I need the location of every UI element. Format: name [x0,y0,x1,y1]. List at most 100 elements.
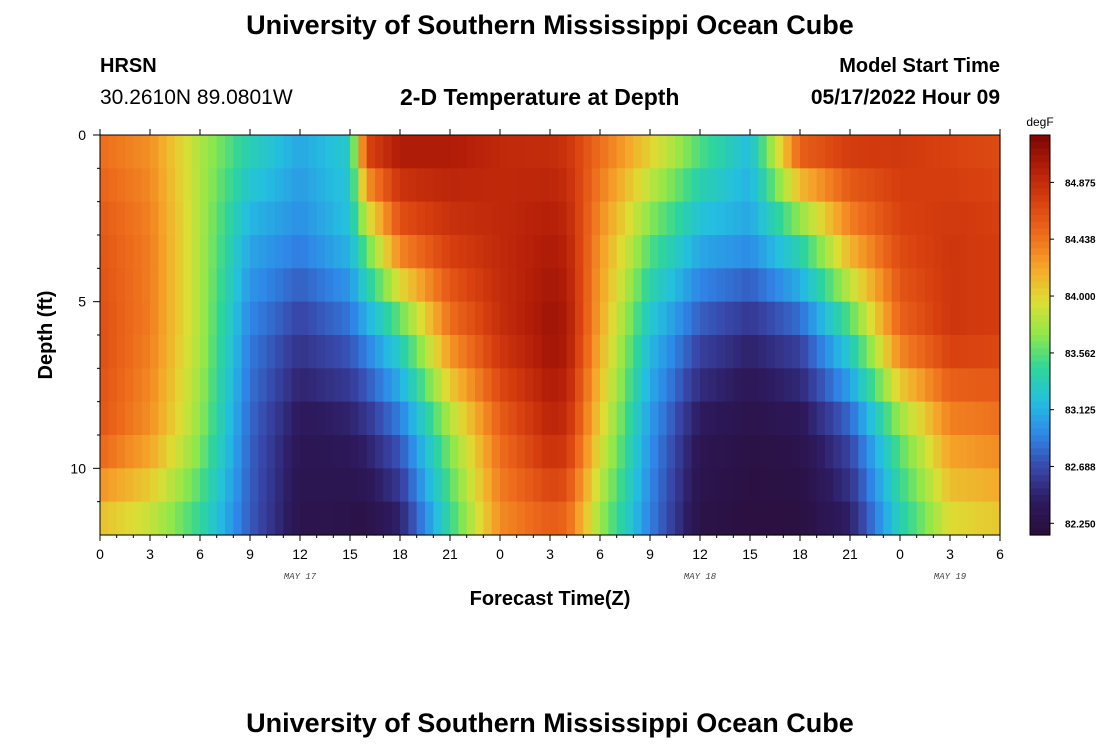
colorbar-segment [1030,401,1050,409]
heatmap-cell [100,201,109,236]
colorbar-segment [1030,315,1050,323]
heatmap-cell [466,168,476,203]
heatmap-cell [841,435,851,469]
heatmap-cell [633,335,643,369]
heatmap-cell [516,301,526,336]
heatmap-cell [525,168,534,203]
heatmap-cell [250,435,259,469]
heatmap-cell [591,201,601,236]
heatmap-cell [800,235,809,269]
heatmap-cell [741,335,751,369]
heatmap-cell [133,401,143,436]
heatmap-cell [175,235,184,269]
heatmap-cell [175,501,184,536]
heatmap-cell [966,501,976,536]
heatmap-cell [791,168,801,203]
heatmap-cell [116,235,126,269]
heatmap-cell [558,168,568,203]
heatmap-cell [916,368,926,403]
heatmap-cell [633,368,643,403]
heatmap-cell [525,301,534,336]
heatmap-cell [516,335,526,369]
heatmap-cell [141,135,151,169]
heatmap-cell [983,401,993,436]
heatmap-cell [416,435,426,469]
heatmap-cell [808,235,818,269]
heatmap-cell [916,268,926,303]
heatmap-cell [241,468,251,503]
heatmap-cell [241,168,251,203]
heatmap-cell [858,468,868,503]
heatmap-cell [166,335,176,369]
heatmap-cell [716,201,726,236]
heatmap-cell [975,201,984,236]
heatmap-cell [200,268,209,303]
heatmap-cell [483,168,493,203]
heatmap-cell [350,368,359,403]
heatmap-cell [975,335,984,369]
heatmap-cell [200,201,209,236]
heatmap-cell [316,301,326,336]
heatmap-cell [816,468,826,503]
heatmap-cell [333,268,343,303]
heatmap-cell [983,468,993,503]
heatmap-cell [433,201,443,236]
heatmap-cell [500,268,509,303]
heatmap-cell [358,268,368,303]
heatmap-cell [875,335,884,369]
heatmap-cell [791,268,801,303]
heatmap-cell [808,201,818,236]
heatmap-cell [608,501,618,536]
heatmap-cell [641,401,651,436]
heatmap-cell [800,401,809,436]
heatmap-cell [916,168,926,203]
heatmap-cell [625,435,634,469]
heatmap-cell [566,401,576,436]
heatmap-cell [175,468,184,503]
heatmap-cell [991,168,1001,203]
heatmap-cell [350,468,359,503]
heatmap-cell [283,335,293,369]
heatmap-cell [616,468,626,503]
heatmap-cell [508,401,518,436]
heatmap-cell [116,268,126,303]
heatmap-cell [625,168,634,203]
heatmap-cell [858,368,868,403]
heatmap-cell [125,268,134,303]
heatmap-cell [616,335,626,369]
heatmap-cell [583,135,593,169]
heatmap-cell [983,435,993,469]
heatmap-cell [683,435,693,469]
heatmap-cell [533,368,543,403]
heatmap-cell [591,335,601,369]
heatmap-cell [225,435,234,469]
heatmap-cell [441,235,451,269]
heatmap-cell [283,268,293,303]
heatmap-cell [816,501,826,536]
heatmap-cell [233,335,243,369]
heatmap-cell [616,368,626,403]
heatmap-cell [166,435,176,469]
heatmap-cell [616,135,626,169]
heatmap-cell [141,468,151,503]
heatmap-cell [608,168,618,203]
heatmap-cell [858,301,868,336]
heatmap-cell [958,301,968,336]
heatmap-cell [900,368,909,403]
heatmap-cell [650,468,659,503]
heatmap-cell [316,235,326,269]
heatmap-cell [575,435,584,469]
heatmap-cell [325,501,334,536]
heatmap-cell [525,368,534,403]
heatmap-cell [350,301,359,336]
colorbar-segment [1030,475,1050,483]
heatmap-cell [183,301,193,336]
heatmap-cell [133,168,143,203]
heatmap-cell [733,335,743,369]
heatmap-cell [925,468,934,503]
colorbar-segment [1030,208,1050,216]
heatmap-cell [525,268,534,303]
heatmap-cell [891,401,901,436]
heatmap-cell [425,435,434,469]
heatmap-cell [716,301,726,336]
